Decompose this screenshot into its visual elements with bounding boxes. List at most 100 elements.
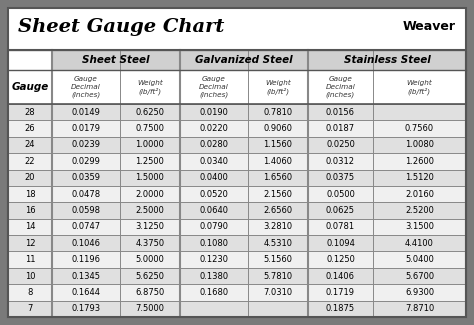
Text: Galvanized Steel: Galvanized Steel xyxy=(195,55,293,65)
Text: 0.0625: 0.0625 xyxy=(326,206,355,215)
Text: 0.0500: 0.0500 xyxy=(326,189,355,199)
Text: 22: 22 xyxy=(25,157,35,166)
Bar xyxy=(8,120,466,137)
Text: 0.7500: 0.7500 xyxy=(136,124,164,133)
Text: 5.6250: 5.6250 xyxy=(136,272,164,280)
Text: 5.7810: 5.7810 xyxy=(264,272,292,280)
Text: 0.0299: 0.0299 xyxy=(72,157,100,166)
Text: 0.1380: 0.1380 xyxy=(200,272,228,280)
Bar xyxy=(8,268,466,284)
Text: 6.9300: 6.9300 xyxy=(405,288,434,297)
Text: 0.0250: 0.0250 xyxy=(326,140,355,150)
Text: 0.0179: 0.0179 xyxy=(72,124,100,133)
Text: 1.4060: 1.4060 xyxy=(264,157,292,166)
Text: 10: 10 xyxy=(25,272,35,280)
Bar xyxy=(8,186,466,202)
Text: 2.0000: 2.0000 xyxy=(136,189,164,199)
Bar xyxy=(8,235,466,252)
Text: 0.1644: 0.1644 xyxy=(72,288,100,297)
Text: Weaver: Weaver xyxy=(403,20,456,33)
Text: 0.1875: 0.1875 xyxy=(326,304,355,313)
Text: 2.5200: 2.5200 xyxy=(405,206,434,215)
Text: 2.1560: 2.1560 xyxy=(264,189,292,199)
Text: 0.1080: 0.1080 xyxy=(200,239,228,248)
Text: Weight
(lb/ft²): Weight (lb/ft²) xyxy=(265,79,291,95)
Text: 0.1719: 0.1719 xyxy=(326,288,355,297)
Text: 0.0781: 0.0781 xyxy=(326,222,355,231)
Bar xyxy=(8,137,466,153)
Text: 5.0000: 5.0000 xyxy=(136,255,164,264)
Text: 0.0190: 0.0190 xyxy=(200,108,228,117)
Text: 0.0400: 0.0400 xyxy=(200,173,228,182)
Text: Weight
(lb/ft²): Weight (lb/ft²) xyxy=(137,79,163,95)
Bar xyxy=(8,252,466,268)
Text: 0.7560: 0.7560 xyxy=(405,124,434,133)
Text: 4.5310: 4.5310 xyxy=(264,239,292,248)
Text: 7.8710: 7.8710 xyxy=(405,304,434,313)
Text: 2.0160: 2.0160 xyxy=(405,189,434,199)
Text: 0.0220: 0.0220 xyxy=(200,124,228,133)
Text: 0.0149: 0.0149 xyxy=(72,108,100,117)
Text: 11: 11 xyxy=(25,255,35,264)
Text: 3.2810: 3.2810 xyxy=(264,222,292,231)
Text: 5.0400: 5.0400 xyxy=(405,255,434,264)
Text: 0.1196: 0.1196 xyxy=(72,255,100,264)
Bar xyxy=(8,70,466,104)
Text: 0.0239: 0.0239 xyxy=(72,140,100,150)
Text: 1.2500: 1.2500 xyxy=(136,157,164,166)
Bar xyxy=(8,104,466,120)
Text: 0.9060: 0.9060 xyxy=(264,124,292,133)
Bar xyxy=(8,219,466,235)
Text: 16: 16 xyxy=(25,206,35,215)
Text: 1.6560: 1.6560 xyxy=(264,173,292,182)
Text: Gauge
Decimal
(inches): Gauge Decimal (inches) xyxy=(326,76,356,98)
Text: 0.1793: 0.1793 xyxy=(72,304,100,313)
Text: 0.7810: 0.7810 xyxy=(264,108,292,117)
Text: 7.0310: 7.0310 xyxy=(264,288,292,297)
Text: 4.3750: 4.3750 xyxy=(136,239,164,248)
Bar xyxy=(8,170,466,186)
Text: 1.1560: 1.1560 xyxy=(264,140,292,150)
Text: 6.8750: 6.8750 xyxy=(136,288,164,297)
Bar xyxy=(52,50,180,70)
Text: 2.5000: 2.5000 xyxy=(136,206,164,215)
Text: 0.1406: 0.1406 xyxy=(326,272,355,280)
Text: 1.2600: 1.2600 xyxy=(405,157,434,166)
Text: 0.0312: 0.0312 xyxy=(326,157,355,166)
Text: 7: 7 xyxy=(27,304,33,313)
Text: 1.5120: 1.5120 xyxy=(405,173,434,182)
Text: 5.6700: 5.6700 xyxy=(405,272,434,280)
Text: 3.1500: 3.1500 xyxy=(405,222,434,231)
Text: 0.0359: 0.0359 xyxy=(72,173,100,182)
Text: Stainless Steel: Stainless Steel xyxy=(344,55,430,65)
Text: 0.0340: 0.0340 xyxy=(200,157,228,166)
Text: 28: 28 xyxy=(25,108,35,117)
Text: 3.1250: 3.1250 xyxy=(136,222,164,231)
Text: 0.0790: 0.0790 xyxy=(200,222,228,231)
Text: 5.1560: 5.1560 xyxy=(264,255,292,264)
Text: 0.1046: 0.1046 xyxy=(72,239,100,248)
Text: 18: 18 xyxy=(25,189,35,199)
Text: 1.0000: 1.0000 xyxy=(136,140,164,150)
Text: Gauge
Decimal
(inches): Gauge Decimal (inches) xyxy=(199,76,229,98)
Bar xyxy=(308,50,466,70)
Text: 12: 12 xyxy=(25,239,35,248)
Text: 0.0156: 0.0156 xyxy=(326,108,355,117)
Text: Weight
(lb/ft²): Weight (lb/ft²) xyxy=(407,79,432,95)
Text: 1.5000: 1.5000 xyxy=(136,173,164,182)
Text: 0.1094: 0.1094 xyxy=(326,239,355,248)
Text: 20: 20 xyxy=(25,173,35,182)
Text: Gauge
Decimal
(inches): Gauge Decimal (inches) xyxy=(71,76,101,98)
Text: 7.5000: 7.5000 xyxy=(136,304,164,313)
Bar xyxy=(8,301,466,317)
Text: 0.0747: 0.0747 xyxy=(72,222,100,231)
Bar xyxy=(180,50,308,70)
Text: Gauge: Gauge xyxy=(11,82,49,92)
Text: 0.0520: 0.0520 xyxy=(200,189,228,199)
Text: 0.0598: 0.0598 xyxy=(72,206,100,215)
Bar xyxy=(8,284,466,301)
Text: 8: 8 xyxy=(27,288,33,297)
Text: 0.1230: 0.1230 xyxy=(200,255,228,264)
Text: 0.0640: 0.0640 xyxy=(200,206,228,215)
Text: 0.1680: 0.1680 xyxy=(200,288,228,297)
